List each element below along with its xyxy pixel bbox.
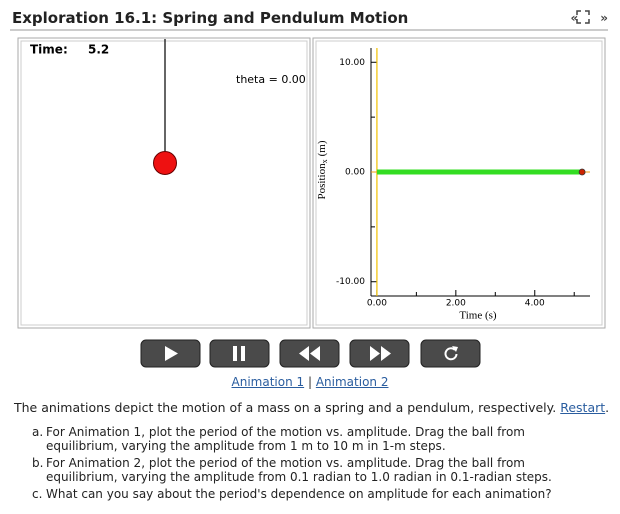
y-label-sub: x xyxy=(320,159,329,163)
y-label-main: Position xyxy=(316,163,328,200)
description: The animations depict the motion of a ma… xyxy=(14,400,614,415)
animation-panel-inner xyxy=(20,40,308,326)
time-label: Time: xyxy=(30,43,68,57)
prev-link[interactable]: « xyxy=(570,11,579,25)
reset-button[interactable] xyxy=(420,339,481,368)
animation-1-link[interactable]: Animation 1 xyxy=(231,375,305,389)
time-value: 5.2 xyxy=(88,43,109,57)
y-label-unit: (m) xyxy=(316,140,328,156)
question: c. What can you say about the period's de… xyxy=(32,487,592,501)
play-button[interactable] xyxy=(140,339,201,368)
x-axis-label: Time (s) xyxy=(459,310,497,322)
x-tick-label: 0.00 xyxy=(367,299,387,309)
animation-links: Animation 1 | Animation 2 xyxy=(0,375,620,389)
fullscreen-icon[interactable] xyxy=(576,10,590,24)
next-link[interactable]: » xyxy=(600,11,608,25)
restart-link[interactable]: Restart xyxy=(560,400,606,415)
x-tick-label: 2.00 xyxy=(446,299,466,309)
graph-panel-inner xyxy=(315,40,603,326)
question-text: For Animation 1, plot the period of the … xyxy=(46,425,525,453)
animation-panel xyxy=(17,37,311,329)
graph: -10.00 0.00 10.00 0.00 2.00 4.00 xyxy=(336,48,590,309)
pause-button[interactable] xyxy=(209,339,270,368)
description-end: . xyxy=(605,400,610,415)
current-point xyxy=(578,168,586,176)
x-tick-label: 4.00 xyxy=(525,299,545,309)
question-text: What can you say about the period's depe… xyxy=(46,487,552,501)
graph-panel xyxy=(312,37,606,329)
y-tick-label: 10.00 xyxy=(339,58,365,68)
rewind-button[interactable] xyxy=(279,339,340,368)
question-marker: c. xyxy=(32,487,43,501)
nav: «» xyxy=(570,11,608,25)
theta-label: theta = 0.00 xyxy=(236,73,306,86)
animation-2-link[interactable]: Animation 2 xyxy=(315,375,389,389)
question: b. For Animation 2, plot the period of th… xyxy=(32,456,592,484)
question-marker: b. xyxy=(32,456,44,470)
pendulum-ball[interactable] xyxy=(153,151,177,175)
question: a. For Animation 1, plot the period of th… xyxy=(32,425,592,453)
y-tick-label: -10.00 xyxy=(336,277,365,287)
page-title: Exploration 16.1: Spring and Pendulum Mo… xyxy=(12,9,409,27)
y-axis-label: Positionx (m) xyxy=(316,140,329,199)
y-tick-label: 0.00 xyxy=(345,168,365,178)
description-text: The animations depict the motion of a ma… xyxy=(14,400,557,415)
question-marker: a. xyxy=(32,425,44,439)
link-separator: | xyxy=(307,375,313,389)
forward-button[interactable] xyxy=(349,339,410,368)
question-list: a. For Animation 1, plot the period of th… xyxy=(32,425,592,504)
question-text: For Animation 2, plot the period of the … xyxy=(46,456,552,484)
